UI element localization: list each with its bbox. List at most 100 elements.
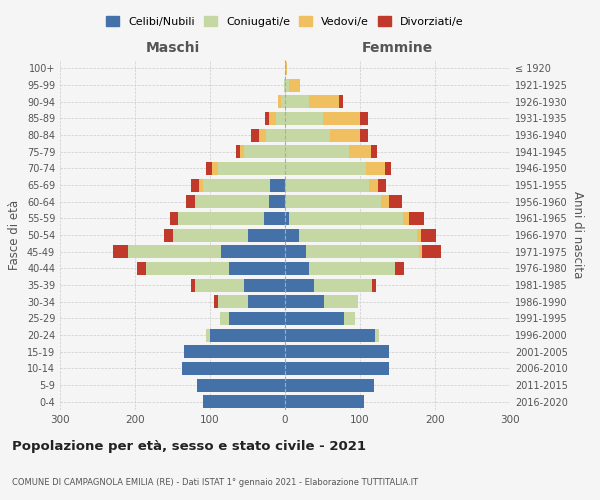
Bar — [285, 362, 389, 375]
Bar — [285, 95, 309, 108]
Bar — [248, 228, 285, 241]
Bar — [244, 278, 285, 291]
Bar — [422, 245, 441, 258]
Bar — [285, 328, 375, 342]
Bar — [366, 162, 385, 175]
Bar — [229, 262, 285, 275]
Bar — [285, 62, 287, 75]
Bar — [210, 328, 285, 342]
Bar — [285, 378, 373, 392]
Bar — [381, 195, 389, 208]
Bar — [214, 295, 218, 308]
Bar — [182, 362, 285, 375]
Bar — [199, 178, 203, 192]
Bar — [323, 112, 360, 125]
Bar — [205, 162, 212, 175]
Bar — [285, 128, 330, 141]
Bar — [349, 145, 371, 158]
Bar — [248, 295, 285, 308]
Bar — [285, 345, 389, 358]
Bar — [395, 262, 404, 275]
Bar — [289, 78, 300, 92]
Bar — [314, 278, 372, 291]
Bar — [170, 212, 178, 225]
Bar — [203, 178, 270, 192]
Y-axis label: Fasce di età: Fasce di età — [8, 200, 21, 270]
Bar — [372, 278, 376, 291]
Bar — [378, 178, 386, 192]
Bar — [240, 145, 244, 158]
Bar — [403, 212, 409, 225]
Bar — [195, 278, 244, 291]
Bar — [173, 228, 248, 241]
Bar — [285, 295, 324, 308]
Bar — [299, 228, 417, 241]
Bar — [371, 145, 377, 158]
Bar — [421, 228, 436, 241]
Text: Femmine: Femmine — [362, 41, 433, 55]
Bar — [229, 312, 285, 325]
Bar — [389, 195, 402, 208]
Bar — [285, 395, 364, 408]
Text: Popolazione per età, sesso e stato civile - 2021: Popolazione per età, sesso e stato civil… — [12, 440, 366, 453]
Bar — [285, 178, 369, 192]
Bar — [236, 145, 240, 158]
Bar — [385, 162, 391, 175]
Bar — [206, 328, 210, 342]
Bar — [191, 178, 199, 192]
Bar — [306, 245, 419, 258]
Bar — [265, 112, 269, 125]
Bar — [197, 378, 285, 392]
Bar — [270, 178, 285, 192]
Bar — [284, 78, 285, 92]
Bar — [330, 128, 360, 141]
Bar — [285, 112, 323, 125]
Bar — [409, 212, 424, 225]
Bar — [264, 212, 285, 225]
Bar — [375, 328, 379, 342]
Bar — [137, 262, 146, 275]
Bar — [195, 195, 269, 208]
Bar — [417, 228, 421, 241]
Bar — [285, 78, 289, 92]
Bar — [186, 195, 195, 208]
Bar — [259, 128, 266, 141]
Bar — [113, 245, 128, 258]
Text: COMUNE DI CAMPAGNOLA EMILIA (RE) - Dati ISTAT 1° gennaio 2021 - Elaborazione TUT: COMUNE DI CAMPAGNOLA EMILIA (RE) - Dati … — [12, 478, 418, 487]
Bar — [220, 312, 229, 325]
Bar — [191, 278, 195, 291]
Bar — [203, 395, 285, 408]
Bar — [369, 178, 378, 192]
Text: Maschi: Maschi — [145, 41, 200, 55]
Bar — [309, 95, 339, 108]
Bar — [360, 112, 367, 125]
Bar — [324, 295, 358, 308]
Bar — [277, 95, 281, 108]
Bar — [281, 95, 285, 108]
Bar — [285, 145, 349, 158]
Bar — [269, 112, 276, 125]
Bar — [285, 262, 309, 275]
Bar — [269, 195, 285, 208]
Bar — [309, 262, 395, 275]
Bar — [285, 195, 381, 208]
Bar — [212, 162, 218, 175]
Bar — [343, 312, 355, 325]
Bar — [163, 228, 173, 241]
Bar — [285, 228, 299, 241]
Bar — [244, 145, 285, 158]
Bar — [285, 245, 306, 258]
Bar — [285, 162, 366, 175]
Bar — [266, 128, 285, 141]
Bar — [339, 95, 343, 108]
Bar — [184, 345, 285, 358]
Bar — [360, 128, 367, 141]
Bar — [146, 262, 229, 275]
Bar — [276, 112, 285, 125]
Bar — [178, 212, 264, 225]
Legend: Celibi/Nubili, Coniugati/e, Vedovi/e, Divorziati/e: Celibi/Nubili, Coniugati/e, Vedovi/e, Di… — [103, 13, 467, 30]
Bar — [419, 245, 422, 258]
Bar — [218, 295, 248, 308]
Bar — [289, 212, 403, 225]
Bar — [251, 128, 259, 141]
